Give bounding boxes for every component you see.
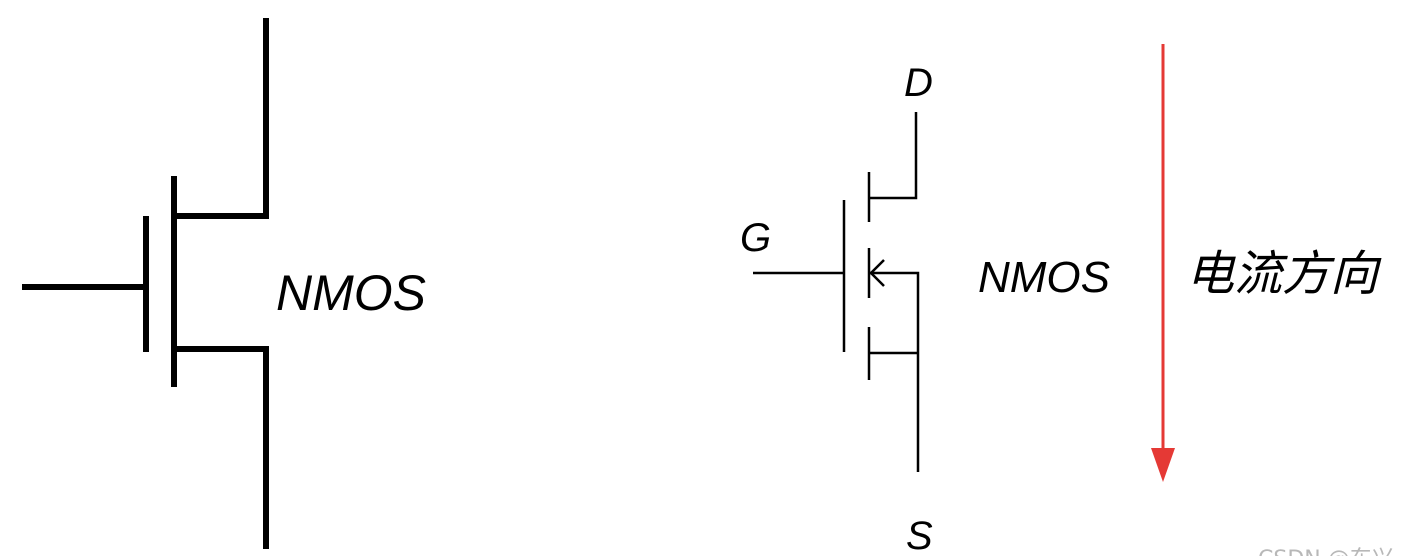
left-nmos-label: NMOS: [276, 265, 426, 321]
left-drain-lead: [174, 18, 269, 219]
right-drain-lead: [869, 112, 918, 200]
right-nmos-symbol: [753, 112, 920, 472]
current-direction-arrow: [1151, 44, 1175, 482]
right-nmos-label: NMOS: [978, 253, 1110, 302]
drain-label: D: [904, 61, 933, 105]
left-source-lead: [174, 346, 269, 549]
source-label: S: [906, 514, 933, 556]
left-nmos-symbol: [22, 18, 269, 549]
right-body-arrow-icon: [869, 259, 885, 287]
current-arrow-head-icon: [1151, 448, 1175, 482]
gate-label: G: [740, 216, 771, 260]
right-body-lead: [869, 271, 920, 353]
current-direction-label: 电流方向: [1186, 246, 1382, 302]
watermark: CSDN @东兴: [1258, 547, 1394, 556]
